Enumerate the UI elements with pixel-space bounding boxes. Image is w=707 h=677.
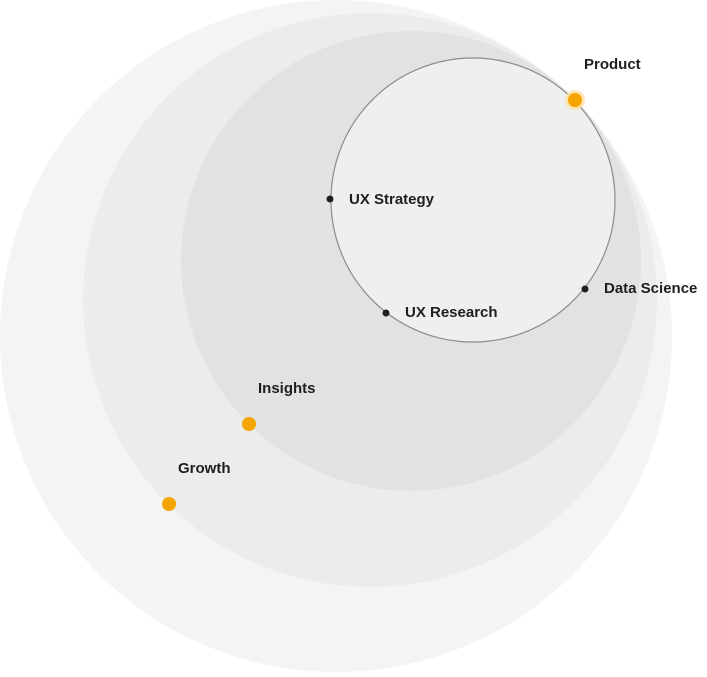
ux-research-label: UX Research [405, 304, 498, 321]
ux-strategy-dot [326, 195, 334, 203]
product-dot [568, 93, 582, 107]
insights-label: Insights [258, 380, 316, 397]
product-label: Product [584, 56, 641, 73]
ux-strategy-label: UX Strategy [349, 191, 435, 208]
insights-dot [242, 417, 256, 431]
ux-research-dot [382, 309, 390, 317]
data-science-label: Data Science [604, 280, 698, 297]
data-science-dot [581, 285, 589, 293]
growth-dot [162, 497, 176, 511]
growth-label: Growth [178, 460, 231, 477]
